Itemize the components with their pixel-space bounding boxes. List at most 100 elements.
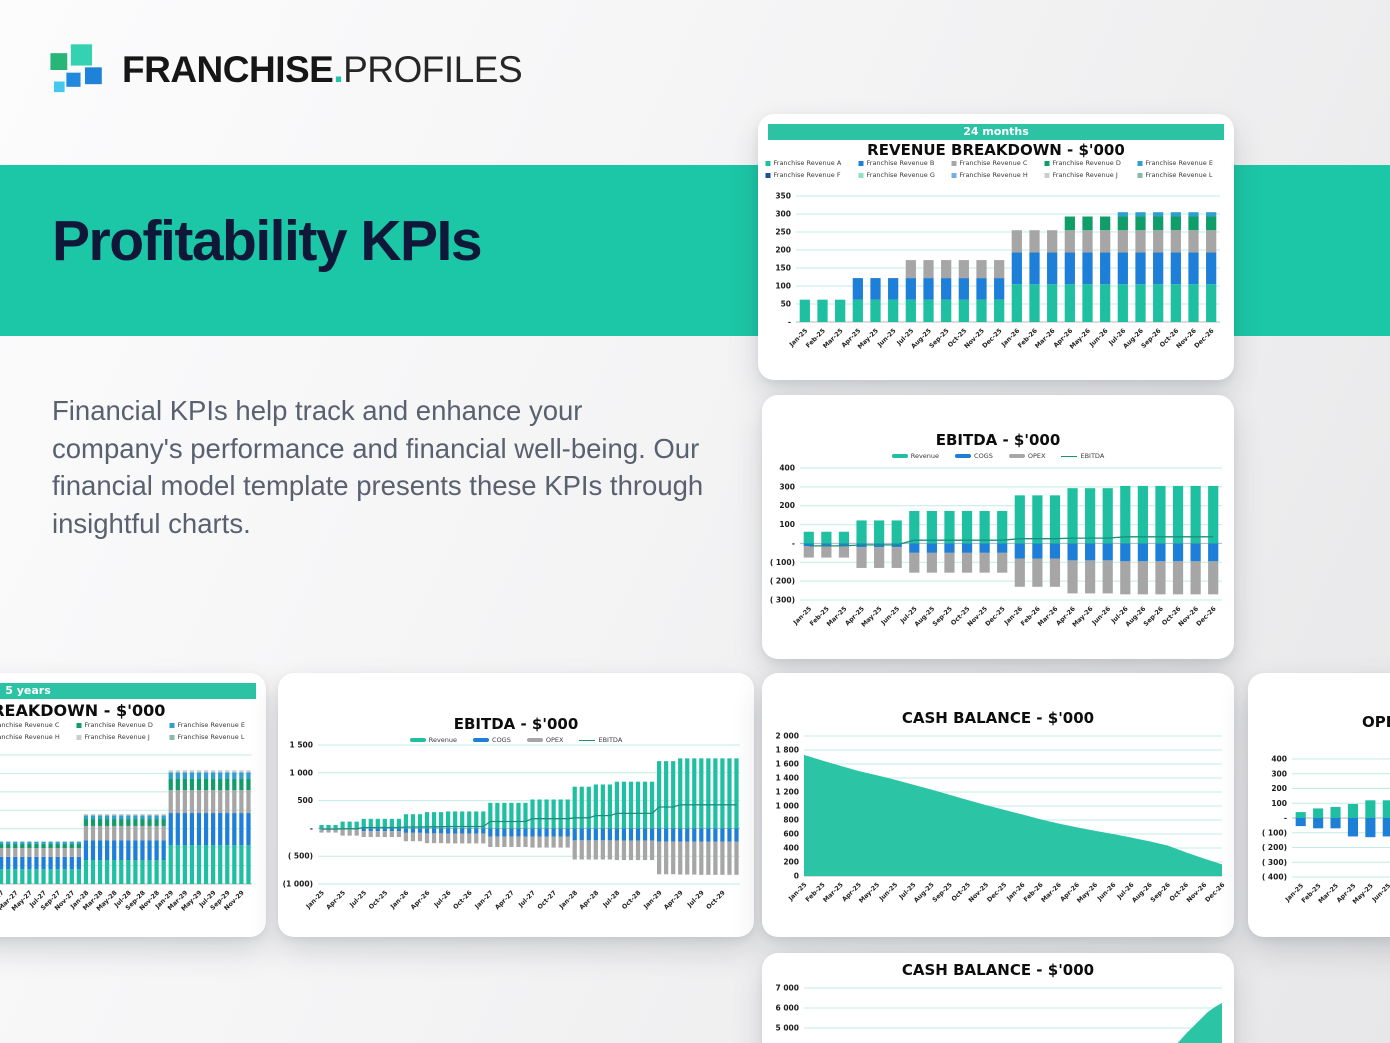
- svg-text:Sep-25: Sep-25: [931, 605, 953, 627]
- svg-text:Sep-26: Sep-26: [1149, 881, 1172, 904]
- svg-text:( 400): ( 400): [1262, 873, 1287, 882]
- svg-text:-: -: [1284, 814, 1287, 823]
- brand-logo-text: FRANCHISE.PROFILES: [122, 49, 523, 91]
- chart-legend-ebitda-5y: Revenue COGS OPEX EBITDA: [278, 736, 754, 744]
- legend-item: Franchise Revenue L: [1137, 171, 1227, 179]
- svg-text:100: 100: [1271, 799, 1287, 808]
- legend-swatch: [579, 739, 596, 741]
- svg-text:Mar-25: Mar-25: [822, 881, 845, 904]
- legend-swatch: [76, 722, 82, 728]
- legend-label: Franchise Revenue J: [84, 733, 150, 741]
- chart-title-ebitda-5y: EBITDA - $'000: [453, 715, 579, 733]
- svg-text:Jul-25: Jul-25: [348, 889, 368, 909]
- revenue-breakdown-24m-chart: 35030025020015010050-Jan-25Feb-25Mar-25A…: [775, 192, 1220, 351]
- svg-text:Jun-26: Jun-26: [1090, 605, 1112, 627]
- svg-text:Dec-26: Dec-26: [1195, 605, 1218, 628]
- svg-text:Jun-26: Jun-26: [1096, 881, 1118, 903]
- page-description: Financial KPIs help track and enhance yo…: [52, 395, 704, 540]
- svg-text:Jan-27: Jan-27: [473, 889, 495, 911]
- legend-item: Franchise Revenue F: [765, 171, 855, 179]
- chart-legend-revenue-breakdown-24m: Franchise Revenue A Franchise Revenue B Fr…: [765, 159, 1227, 179]
- svg-text:( 200): ( 200): [1262, 843, 1287, 852]
- svg-text:Apr-29: Apr-29: [663, 889, 685, 911]
- legend-swatch: [76, 734, 82, 740]
- legend-item: Franchise Revenue J: [76, 733, 166, 741]
- svg-text:1 200: 1 200: [776, 788, 800, 797]
- brand-logo: FRANCHISE.PROFILES: [46, 38, 523, 102]
- svg-text:100: 100: [779, 520, 795, 529]
- chart-title-cash-balance-24m: CASH BALANCE - $'000: [901, 709, 1095, 727]
- legend-label: Revenue: [428, 736, 458, 744]
- svg-text:Oct-28: Oct-28: [621, 889, 643, 911]
- legend-item: Franchise Revenue E: [1137, 159, 1227, 167]
- svg-text:300: 300: [1271, 769, 1287, 778]
- svg-text:Jan-25: Jan-25: [304, 889, 326, 911]
- svg-text:Jan-26: Jan-26: [389, 889, 411, 911]
- svg-text:Jan-28: Jan-28: [558, 889, 580, 911]
- brand-name-light: PROFILES: [343, 49, 523, 90]
- card-ebitda-5y: EBITDA - $'000 Revenue COGS OPEX EBITDA 1 5…: [278, 673, 754, 937]
- legend-label: Franchise Revenue G: [866, 171, 935, 179]
- legend-item: Franchise Revenue D: [1044, 159, 1134, 167]
- svg-text:250: 250: [775, 228, 791, 237]
- svg-text:May-26: May-26: [1076, 881, 1100, 905]
- legend-swatch: [1008, 454, 1025, 458]
- svg-text:Sep-26: Sep-26: [1140, 327, 1163, 350]
- legend-label: Franchise Revenue D: [1052, 159, 1121, 167]
- svg-text:Dec-26: Dec-26: [1193, 327, 1216, 350]
- legend-swatch: [409, 738, 426, 742]
- svg-text:( 200): ( 200): [770, 577, 795, 586]
- svg-text:Dec-25: Dec-25: [986, 881, 1008, 903]
- card-revenue-breakdown-5y: 5 years REVENUE BREAKDOWN - $'000 Franch…: [0, 673, 266, 937]
- svg-text:400: 400: [1271, 755, 1287, 764]
- legend-label: Revenue: [910, 452, 940, 460]
- svg-text:Oct-27: Oct-27: [536, 889, 558, 911]
- legend-label: OPEX: [545, 736, 564, 744]
- legend-swatch: [1137, 172, 1143, 178]
- svg-text:Sep-26: Sep-26: [1142, 605, 1165, 628]
- svg-text:Jun-25: Jun-25: [879, 605, 901, 627]
- svg-text:Jul-28: Jul-28: [601, 889, 621, 909]
- brand-dot: .: [333, 49, 344, 90]
- legend-label: Franchise Revenue E: [177, 721, 245, 729]
- svg-text:1 800: 1 800: [776, 746, 800, 755]
- svg-text:Apr-27: Apr-27: [494, 889, 516, 911]
- revenue-breakdown-5y-chart: Jan-25Mar-25May-25Jul-25Sep-25Nov-25Jan-…: [0, 754, 252, 913]
- svg-text:Jun-25: Jun-25: [1371, 882, 1390, 904]
- legend-label: Franchise Revenue A: [773, 159, 842, 167]
- svg-text:500: 500: [297, 796, 313, 805]
- legend-item: Franchise Revenue D: [76, 721, 166, 729]
- legend-item: Franchise Revenue A: [765, 159, 855, 167]
- svg-text:Apr-25: Apr-25: [325, 889, 347, 911]
- svg-text:1 400: 1 400: [776, 774, 800, 783]
- brand-name-bold: FRANCHISE: [122, 49, 334, 90]
- chart-title-operating-partial: OPE: [1362, 713, 1390, 731]
- svg-text:Oct-25: Oct-25: [368, 889, 390, 911]
- svg-text:200: 200: [779, 501, 795, 510]
- chart-title-revenue-breakdown-24m: REVENUE BREAKDOWN - $'000: [867, 141, 1125, 159]
- svg-text:800: 800: [783, 816, 799, 825]
- svg-text:1 600: 1 600: [776, 760, 800, 769]
- legend-item: Franchise Revenue B: [858, 159, 948, 167]
- svg-text:Jun-25: Jun-25: [878, 881, 900, 903]
- svg-text:50: 50: [781, 300, 791, 309]
- chart-legend-ebitda-24m: Revenue COGS OPEX EBITDA: [762, 452, 1234, 460]
- svg-text:-: -: [788, 318, 791, 327]
- legend-label: Franchise Revenue D: [84, 721, 153, 729]
- legend-label: Franchise Revenue H: [0, 733, 60, 741]
- card-operating-chart-partial: OPE 400 300 200 100 - ( 100) ( 200) ( 300) ( 400…: [1248, 673, 1390, 937]
- legend-item: OPEX: [526, 736, 564, 744]
- legend-item: Franchise Revenue J: [1044, 171, 1134, 179]
- svg-text:7 000: 7 000: [776, 984, 800, 993]
- svg-text:Sep-25: Sep-25: [928, 327, 950, 349]
- svg-text:Jan-29: Jan-29: [642, 889, 664, 911]
- legend-swatch: [955, 454, 972, 458]
- legend-item: COGS: [955, 452, 993, 460]
- chart-title-ebitda-24m: EBITDA - $'000: [935, 431, 1061, 449]
- svg-text:200: 200: [1271, 784, 1287, 793]
- legend-label: EBITDA: [1080, 452, 1105, 460]
